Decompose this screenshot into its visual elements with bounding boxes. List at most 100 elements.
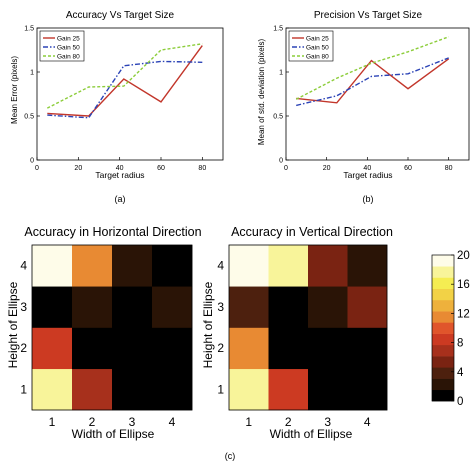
colorbar-segment: [432, 389, 454, 402]
heatmap-cell: [229, 286, 269, 328]
y-tick-label: 3: [20, 300, 27, 314]
colorbar-segment: [432, 356, 454, 368]
x-tick-label: 0: [284, 165, 288, 172]
colorbar-frame: [431, 254, 455, 402]
series-line-gain-50: [47, 60, 203, 119]
colorbar-segment: [432, 311, 454, 323]
line-chart-precision: Precision Vs Target Size Mean of std. de…: [257, 10, 470, 204]
colorbar-segment: [432, 344, 454, 357]
colorbar-segment: [432, 299, 454, 312]
colorbar-segment: [432, 288, 454, 301]
series-line-gain-25: [47, 45, 203, 117]
heatmap-cell: [112, 245, 153, 287]
y-tick-label: 1.5: [273, 26, 283, 33]
heatmap-cell: [347, 286, 388, 328]
colorbar-segment: [432, 367, 454, 379]
y-tick-label: 1: [279, 70, 283, 77]
x-tick-label: 1: [245, 415, 252, 429]
panel-label: (b): [363, 194, 374, 204]
heatmap-cell: [268, 286, 309, 328]
y-tick-label: 0.5: [24, 114, 34, 121]
y-axis-label: Height of Ellipse: [201, 281, 215, 368]
x-axis-label: Width of Ellipse: [270, 427, 353, 441]
heatmap-cell: [72, 327, 113, 370]
colorbar-segment: [432, 255, 454, 267]
x-tick-label: 3: [129, 415, 136, 429]
heatmap-cell: [347, 245, 388, 287]
y-tick-label: 0.5: [273, 114, 283, 121]
heatmap-cell: [347, 368, 388, 411]
x-tick-label: 0: [35, 165, 39, 172]
legend-label: Gain 80: [57, 54, 80, 61]
colorbar-tick-label: 8: [457, 338, 463, 350]
plot-frame: [36, 27, 224, 161]
colorbar-segment: [432, 322, 454, 334]
x-axis-label: Width of Ellipse: [72, 427, 155, 441]
x-tick-label: 40: [363, 165, 371, 172]
heatmap-cell: [308, 368, 348, 411]
y-axis-label: Height of Ellipse: [6, 281, 20, 368]
panel-label: (a): [115, 194, 126, 204]
y-tick-label: 3: [217, 300, 224, 314]
heatmap-cell: [32, 368, 73, 411]
heatmap-cell: [229, 327, 269, 370]
heatmap-cell: [32, 327, 73, 370]
heatmap-cell: [112, 368, 153, 411]
y-tick-label: 4: [217, 259, 224, 273]
heatmap-cells: 1 2 3 4 1 2 3 4: [217, 244, 388, 429]
y-axis-label: Mean Error (pixels): [10, 56, 19, 124]
heatmap-cell: [112, 286, 153, 328]
heatmap-cell: [112, 327, 153, 370]
heatmap-cell: [32, 286, 73, 328]
panel-label: (c): [225, 451, 236, 461]
legend-box: [288, 30, 334, 62]
colorbar-segment: [432, 378, 454, 391]
heatmap-frame: [228, 244, 388, 411]
heatmap-cell: [152, 327, 193, 370]
colorbar-segment: [432, 277, 454, 289]
heatmap-cells: 1 2 3 4 1 2 3 4: [20, 244, 193, 429]
y-tick-label: 1.5: [24, 26, 34, 33]
legend-box: [39, 30, 85, 62]
legend-label: Gain 80: [306, 54, 329, 61]
heatmap-cell: [308, 286, 348, 328]
series-line-gain-80: [46, 43, 203, 109]
heatmap-cell: [268, 368, 309, 411]
x-axis-label: Target radius: [343, 170, 392, 180]
colorbar-tick-label: 12: [457, 308, 470, 320]
x-tick-label: 1: [49, 415, 56, 429]
x-tick-label: 60: [157, 165, 165, 172]
x-tick-label: 60: [404, 165, 412, 172]
heatmap-cell: [229, 245, 269, 287]
x-tick-label: 3: [324, 415, 331, 429]
heatmap-cell: [32, 245, 73, 287]
x-tick-label: 4: [364, 415, 371, 429]
y-tick-label: 0: [279, 158, 283, 165]
heatmap-frame: [31, 244, 193, 411]
x-axis-label: Target radius: [95, 170, 144, 180]
series-line-gain-80: [295, 36, 449, 100]
legend-label: Gain 50: [306, 45, 329, 52]
heatmap-horizontal: Accuracy in Horizontal Direction Height …: [6, 225, 202, 441]
x-tick-label: 2: [285, 415, 292, 429]
line-chart-accuracy: Accuracy Vs Target Size Mean Error (pixe…: [10, 10, 224, 204]
y-tick-label: 2: [20, 341, 27, 355]
heatmap-cell: [152, 368, 193, 411]
series-line-gain-25: [296, 58, 450, 104]
x-tick-label: 20: [74, 165, 82, 172]
heatmap-cell: [308, 245, 348, 287]
x-tick-label: 80: [198, 165, 206, 172]
heatmap-vertical: Accuracy in Vertical Direction Height of…: [201, 225, 393, 441]
x-tick-label: 20: [323, 165, 331, 172]
y-tick-label: 1: [217, 382, 224, 396]
y-axis-label: Mean of std. deviation (pixels): [257, 39, 266, 146]
chart-title: Accuracy in Horizontal Direction: [24, 225, 201, 239]
chart-title: Accuracy Vs Target Size: [66, 10, 175, 21]
plot-area: 0 20 40 60 80 0 0.5 1 1.5 Gain 25 Gain 50 Gain 80: [273, 26, 470, 172]
heatmap-cell: [229, 368, 269, 411]
legend-label: Gain 25: [306, 36, 329, 43]
chart-title: Accuracy in Vertical Direction: [231, 225, 393, 239]
colorbar-segment: [432, 333, 454, 346]
colorbar: 0 4 8 12 16 20: [431, 250, 470, 408]
x-tick-label: 40: [116, 165, 124, 172]
